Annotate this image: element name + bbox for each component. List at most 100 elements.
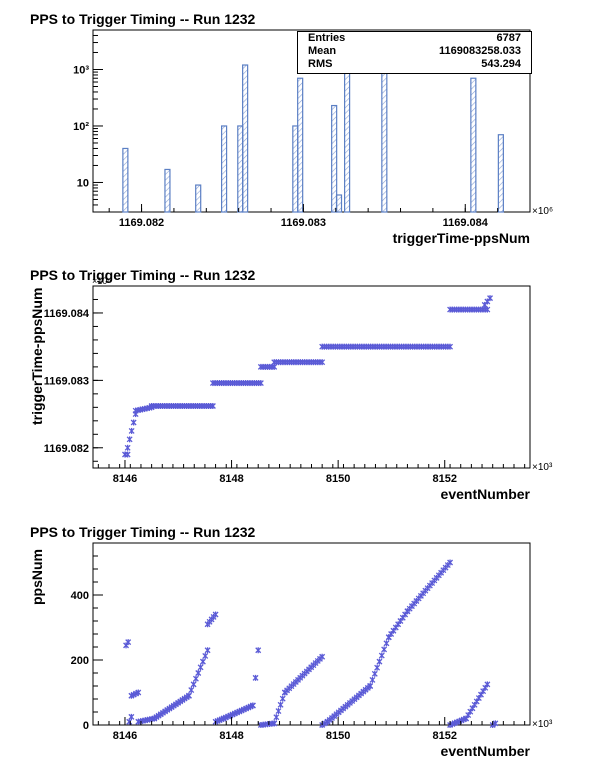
histogram-ytick-label-1: 10² <box>73 121 89 133</box>
scatter2-point <box>197 664 204 671</box>
scatter2-point <box>383 640 390 647</box>
scatter1-point <box>487 295 493 302</box>
scatter2-ytick-label-0: 0 <box>83 720 89 732</box>
histogram-bar-10 <box>344 71 351 213</box>
histogram-bar-12 <box>470 77 477 213</box>
scatter2-point <box>135 689 142 696</box>
scatter1-point <box>257 380 264 387</box>
histogram-bar-3 <box>221 125 228 213</box>
scatter2-point <box>319 653 326 660</box>
scatter2-point <box>447 559 454 566</box>
scatter2-point <box>381 646 388 653</box>
scatter2-point <box>275 708 282 715</box>
scatter2-point <box>199 658 206 665</box>
scatter1-point <box>209 402 216 409</box>
scatter2-point <box>371 670 378 677</box>
stats-rms-label: RMS <box>308 58 333 70</box>
scatter2-xtick-label-1: 8148 <box>219 730 243 742</box>
histogram-bar-0 <box>122 147 129 213</box>
stats-entries-value: 6787 <box>496 32 521 44</box>
scatter1-point <box>124 451 131 458</box>
scatter2-point <box>367 683 374 689</box>
scatter1-point <box>484 306 491 313</box>
scatter2-point <box>212 611 219 618</box>
scatter1-xtick-label-0: 8146 <box>113 473 137 485</box>
scatter2-point <box>321 720 328 727</box>
scatter2-point <box>273 714 280 721</box>
scatter2-point <box>492 720 499 727</box>
histogram-x-multiplier: ×10⁶ <box>532 206 553 217</box>
scatter2-ytick-label-2: 400 <box>71 590 89 602</box>
scatter2-point <box>190 681 197 688</box>
scatter1-x-multiplier: ×10³ <box>532 462 553 473</box>
scatter1-point <box>447 343 454 350</box>
stats-mean-label: Mean <box>308 45 337 57</box>
scatter2-point <box>376 658 383 665</box>
scatter2-point <box>249 702 256 709</box>
scatter1-point <box>319 359 326 366</box>
scatter1-frame <box>92 285 531 469</box>
scatter2-ylabel: ppsNum <box>29 549 45 605</box>
histogram-bar-6 <box>292 125 299 213</box>
stats-box: Entries 6787 Mean 1169083258.033 RMS 543… <box>297 31 532 74</box>
scatter2-point <box>202 652 209 659</box>
scatter2-point <box>252 674 259 681</box>
histogram-bar-2 <box>195 184 202 213</box>
scatter1-ytick-label-1: 1169.083 <box>44 375 89 387</box>
histogram-frame <box>92 29 531 213</box>
scatter1-point <box>130 419 137 426</box>
scatter2-point <box>126 718 133 725</box>
scatter2-point <box>195 670 202 676</box>
scatter2-point <box>369 676 376 683</box>
histogram-bar-1 <box>164 168 171 213</box>
histogram-ytick-label-0: 10 <box>77 177 89 189</box>
scatter2-point <box>484 681 491 688</box>
scatter2-point <box>277 701 284 708</box>
stats-mean-value: 1169083258.033 <box>439 45 521 57</box>
scatter2-point <box>279 695 286 702</box>
stats-rms-value: 543.294 <box>481 58 521 70</box>
scatter2-point <box>192 675 199 682</box>
scatter2-point <box>271 720 278 727</box>
scatter1-point <box>128 427 135 434</box>
histogram-ytick-label-2: 10³ <box>73 64 89 76</box>
scatter2-xtick-label-2: 8150 <box>326 730 350 742</box>
stats-mean-row: Mean 1169083258.033 <box>308 45 521 59</box>
scatter2-point <box>378 652 385 659</box>
scatter1-point <box>126 436 133 443</box>
stats-entries-label: Entries <box>308 32 346 44</box>
scatter2-ytick-label-1: 200 <box>71 655 89 667</box>
histogram-bar-11 <box>381 49 388 213</box>
histogram-bar-13 <box>497 134 504 213</box>
scatter1-xtick-label-2: 8150 <box>326 473 350 485</box>
scatter1-ytick-label-2: 1169.084 <box>44 308 90 320</box>
histogram-xtick-label-2: 1169.084 <box>443 217 489 229</box>
scatter2-point <box>188 687 195 694</box>
histogram-xtick-label-1: 1169.083 <box>281 217 326 229</box>
scatter2-point <box>204 647 211 654</box>
stats-entries-row: Entries 6787 <box>308 32 521 46</box>
scatter1-ytick-label-0: 1169.082 <box>44 443 89 455</box>
scatter2-point <box>255 647 262 654</box>
histogram-xtick-label-0: 1169.082 <box>119 217 164 229</box>
scatter1-xtick-label-1: 8148 <box>219 473 243 485</box>
stats-rms-row: RMS 543.294 <box>308 58 521 72</box>
histogram-title: PPS to Trigger Timing -- Run 1232 <box>30 11 256 27</box>
histogram-bar-4 <box>237 125 244 213</box>
scatter2-point <box>185 692 192 699</box>
scatter1-ylabel: triggerTime-ppsNum <box>29 287 45 425</box>
scatter1-xlabel: eventNumber <box>440 486 530 502</box>
scatter2-point <box>374 664 381 671</box>
scatter2-xlabel: eventNumber <box>440 743 530 759</box>
scatter1-point <box>124 444 131 451</box>
histogram-bar-5 <box>242 64 249 213</box>
scatter1-title: PPS to Trigger Timing -- Run 1232 <box>30 267 256 283</box>
scatter2-point <box>128 713 135 720</box>
histogram-bar-8 <box>331 104 338 213</box>
scatter2-xtick-label-3: 8152 <box>432 730 456 742</box>
histogram-bar-7 <box>297 77 304 213</box>
scatter2-point <box>125 639 132 646</box>
scatter2-x-multiplier: ×10³ <box>532 719 553 730</box>
scatter1-y-multiplier: ×10⁶ <box>92 276 111 286</box>
